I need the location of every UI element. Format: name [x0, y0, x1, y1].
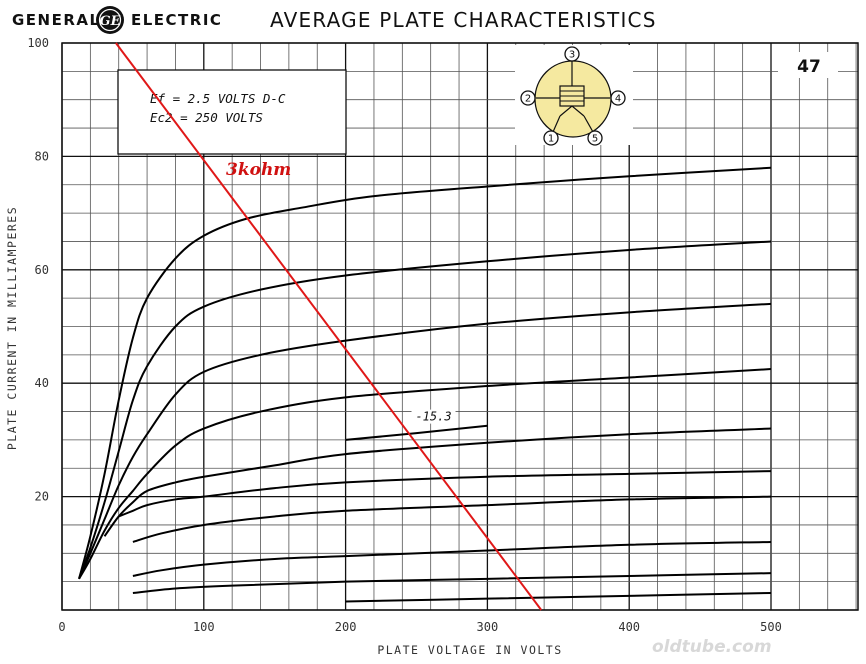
- series-line: [132, 540, 772, 577]
- tube-number: 47: [797, 57, 821, 77]
- ge-logo: GE: [96, 6, 124, 34]
- brand-right: ELECTRIC: [131, 11, 222, 29]
- tube-number-box: 47: [778, 52, 838, 78]
- pin-number: 2: [525, 94, 531, 105]
- watermark: oldtube.com: [652, 637, 772, 657]
- series-line: [78, 240, 772, 580]
- series-line: [345, 424, 488, 441]
- x-tick-label: 100: [193, 620, 215, 634]
- brand-left: GENERAL: [12, 11, 101, 29]
- x-tick-label: 0: [58, 620, 65, 634]
- pin-circle: [610, 90, 626, 106]
- series-line: [118, 470, 772, 518]
- pin-circle: [520, 90, 536, 106]
- x-tick-label: 200: [335, 620, 357, 634]
- load-line-group: 3kohm: [115, 42, 543, 611]
- pin-circle: [564, 46, 580, 62]
- curve-label-bg: [411, 409, 456, 424]
- conditions-box: Ef = 2.5 VOLTS D-C Ec2 = 250 VOLTS: [117, 69, 347, 155]
- y-tick-label: 60: [35, 263, 49, 277]
- condition-screen: Ec2 = 250 VOLTS: [150, 110, 263, 125]
- y-tick-label: 80: [35, 149, 49, 163]
- y-axis-label: PLATE CURRENT IN MILLIAMPERES: [5, 206, 19, 450]
- series-line: [132, 495, 772, 543]
- series-line: [103, 427, 772, 537]
- load-line-label: 3kohm: [226, 160, 291, 180]
- x-axis-label: PLATE VOLTAGE IN VOLTS: [377, 643, 562, 657]
- condition-filament: Ef = 2.5 VOLTS D-C: [150, 91, 286, 106]
- pin-number: 3: [569, 50, 575, 61]
- curve-series: [78, 166, 772, 603]
- pin-number: 5: [592, 134, 598, 145]
- curve-label: -15.3: [415, 410, 451, 424]
- series-line: [78, 166, 772, 580]
- x-tick-label: 500: [760, 620, 782, 634]
- axis-ticks: 0 100 200 300 400 500 20 40 60 80 100: [27, 36, 782, 634]
- y-tick-label: 100: [27, 36, 49, 50]
- pin-number: 1: [548, 134, 554, 145]
- ge-logo-text: GE: [99, 14, 121, 29]
- series-line: [345, 591, 772, 603]
- load-line: [115, 42, 543, 611]
- series-line: [78, 302, 772, 580]
- y-tick-label: 20: [35, 490, 49, 504]
- x-tick-label: 300: [477, 620, 499, 634]
- plot-frame: [61, 42, 859, 611]
- pin-number: 4: [615, 94, 621, 105]
- y-tick-label: 40: [35, 376, 49, 390]
- series-line: [78, 368, 772, 580]
- x-tick-label: 400: [618, 620, 640, 634]
- pin-circle: [587, 130, 603, 146]
- curve-labels: Ec1 = 0 VOLTS-4.0-8.0-12-16-20-24-28-32-…: [411, 409, 456, 424]
- tube-base-diagram: 1 2 3 4 5: [515, 45, 633, 146]
- chart-title: AVERAGE PLATE CHARACTERISTICS: [270, 8, 657, 32]
- series-line: [132, 572, 772, 594]
- pin-circle: [543, 130, 559, 146]
